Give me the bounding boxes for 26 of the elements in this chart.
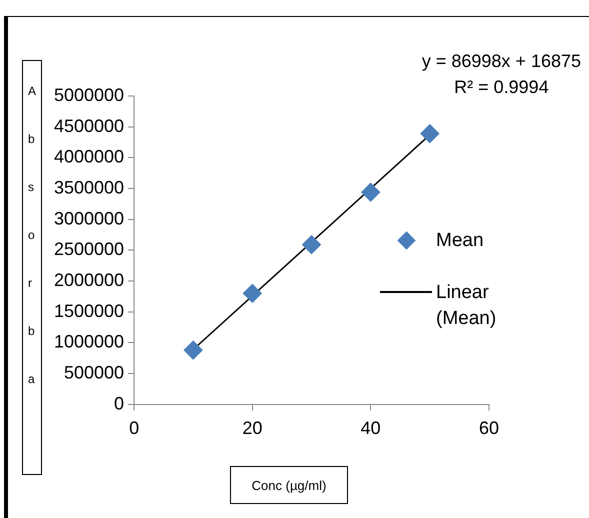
y-tick-label: 5000000 xyxy=(54,84,124,105)
x-axis-title: Conc (µg/ml) xyxy=(230,466,348,504)
annotation: R² = 0.9994 xyxy=(453,76,550,99)
y-tick-label: 2000000 xyxy=(54,270,124,290)
y-tick-label: 0 xyxy=(114,393,124,414)
text: Absorba xyxy=(28,84,36,386)
x-tick-label: 0 xyxy=(129,418,140,438)
point xyxy=(420,124,440,144)
legend-label: Mean xyxy=(436,229,485,253)
x-tick-label: 60 xyxy=(478,418,500,438)
point xyxy=(361,182,380,202)
legend-label: Linear (Mean) xyxy=(436,281,498,331)
y-tick-label: 3500000 xyxy=(54,177,124,198)
x-tick-label: 20 xyxy=(242,418,262,438)
y-tick-label: 500000 xyxy=(64,362,124,383)
x-tick-label: 40 xyxy=(360,418,381,438)
y-tick-label: 1500000 xyxy=(54,300,124,321)
y-tick-label: 1000000 xyxy=(54,332,124,352)
y-tick-label: 2500000 xyxy=(54,239,124,260)
y-tick-label: 4500000 xyxy=(54,116,124,136)
y-tick-label: 3000000 xyxy=(54,208,124,228)
point xyxy=(184,340,203,360)
point xyxy=(242,284,262,303)
text: y = 86998x + 16875 xyxy=(422,50,581,73)
point xyxy=(302,235,322,254)
y-tick-label: 4000000 xyxy=(54,146,124,167)
